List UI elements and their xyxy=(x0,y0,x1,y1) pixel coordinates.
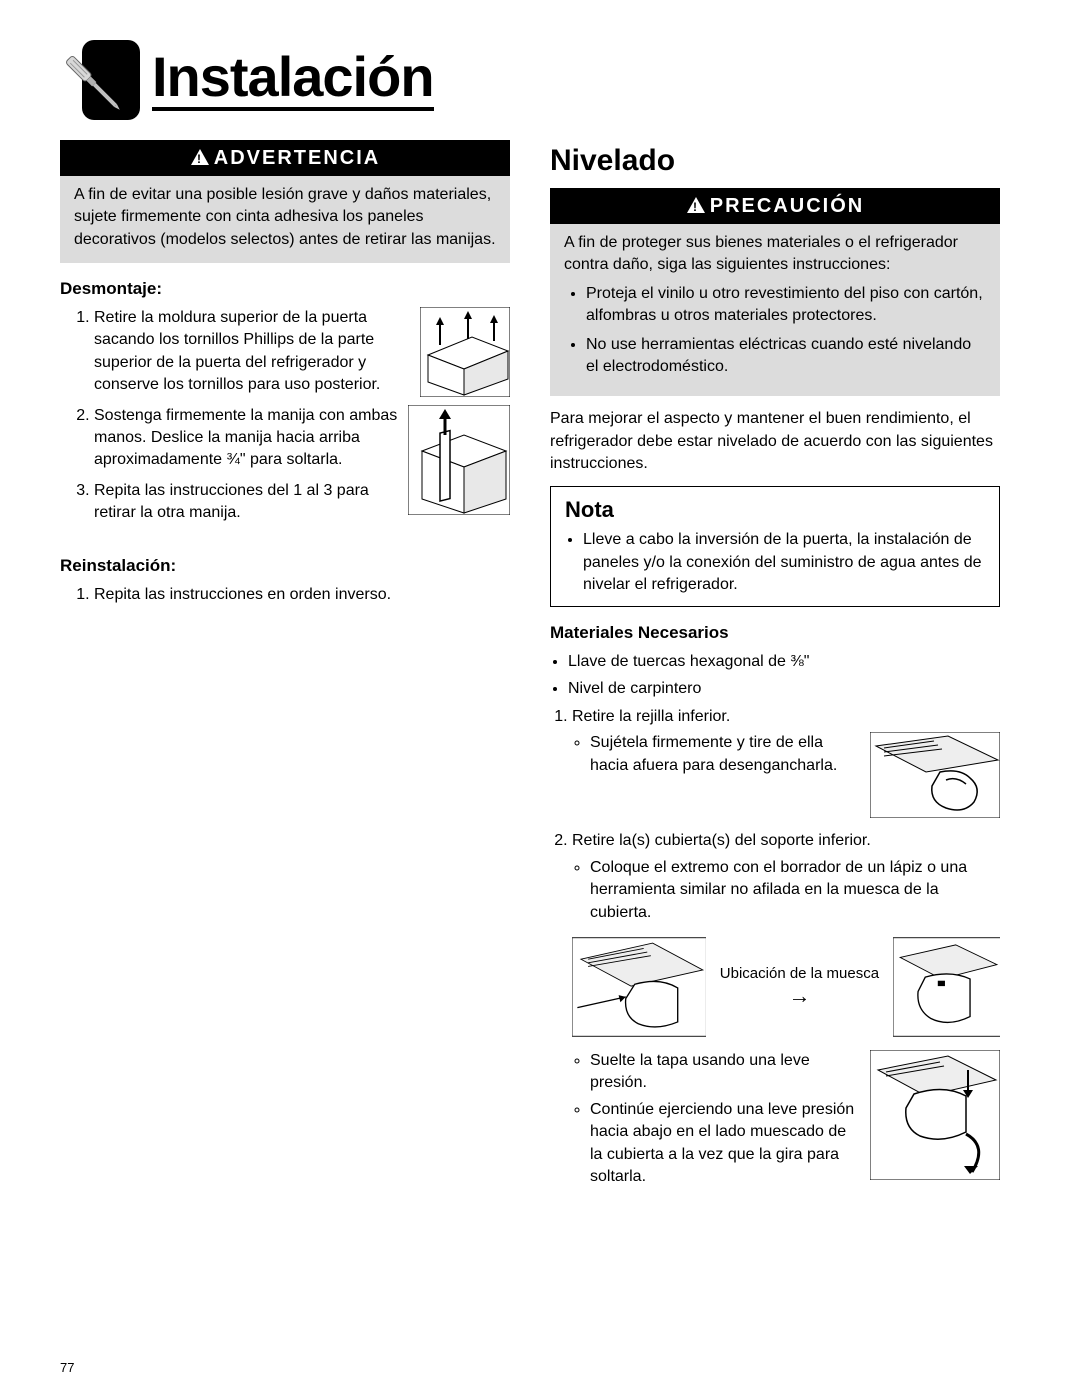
right-column: Nivelado ! PRECAUCIÓN A fin de proteger … xyxy=(550,140,1000,1202)
arrow-icon: → xyxy=(788,983,810,1008)
caution-box: ! PRECAUCIÓN A fin de proteger sus biene… xyxy=(550,188,1000,396)
notch-left-diagram xyxy=(572,932,706,1042)
pop-cover-diagram xyxy=(870,1050,1000,1180)
warning-icon: ! xyxy=(190,148,210,166)
note-body: Lleve a cabo la inversión de la puerta, … xyxy=(583,529,985,596)
top-trim-diagram xyxy=(420,307,510,397)
material-2: Nivel de carpintero xyxy=(568,678,1000,700)
warning-box: ! ADVERTENCIA A fin de evitar una posibl… xyxy=(60,140,510,263)
note-heading: Nota xyxy=(565,495,985,526)
left-column: ! ADVERTENCIA A fin de evitar una posibl… xyxy=(60,140,510,1202)
notch-caption: Ubicación de la muesca xyxy=(720,965,879,982)
materiales-heading: Materiales Necesarios xyxy=(550,621,1000,645)
step-2-b1: Coloque el extremo con el borrador de un… xyxy=(590,857,1000,924)
reinstalacion-heading: Reinstalación: xyxy=(60,554,510,578)
page-title: Instalación xyxy=(152,49,434,111)
caution-icon: ! xyxy=(686,196,706,214)
grille-diagram xyxy=(870,732,1000,818)
material-1: Llave de tuercas hexagonal de ⅜" xyxy=(568,651,1000,673)
screwdriver-icon xyxy=(60,40,140,120)
reinstalacion-step-1: Repita las instrucciones en orden invers… xyxy=(94,584,510,606)
caution-bullet-1: Proteja el vinilo u otro revestimiento d… xyxy=(586,283,986,328)
caution-bullet-2: No use herramientas eléctricas cuando es… xyxy=(586,334,986,379)
note-box: Nota Lleve a cabo la inversión de la pue… xyxy=(550,486,1000,608)
svg-text:!: ! xyxy=(693,200,699,214)
warning-body: A fin de evitar una posible lesión grave… xyxy=(60,176,510,251)
step-1: Retire la rejilla inferior. xyxy=(572,708,730,725)
warning-label: ADVERTENCIA xyxy=(214,147,380,169)
page-number: 77 xyxy=(60,1359,74,1377)
desmontaje-heading: Desmontaje: xyxy=(60,277,510,301)
caution-body: A fin de proteger sus bienes materiales … xyxy=(564,232,986,277)
caution-label: PRECAUCIÓN xyxy=(710,195,864,217)
svg-text:!: ! xyxy=(197,152,203,166)
notch-right-diagram xyxy=(893,932,1001,1042)
handle-diagram xyxy=(408,405,510,515)
step-2: Retire la(s) cubierta(s) del soporte inf… xyxy=(572,832,871,849)
nivelado-title: Nivelado xyxy=(550,140,1000,182)
nivelado-intro: Para mejorar el aspecto y mantener el bu… xyxy=(550,408,1000,475)
